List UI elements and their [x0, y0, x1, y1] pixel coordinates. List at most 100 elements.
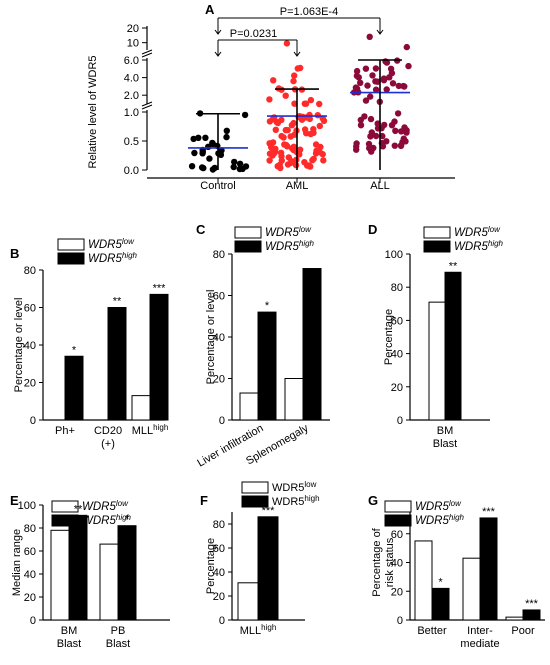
- panel-a-point: [400, 82, 407, 90]
- y-tick-label: 80: [24, 523, 36, 535]
- panel-a-point: [381, 121, 388, 129]
- y-tick-label: 40: [213, 567, 225, 579]
- legend-entry-name: WDR5: [415, 501, 449, 513]
- bar: [302, 268, 322, 421]
- panel-a-series-all: [350, 33, 412, 155]
- panel-a-point: [382, 58, 389, 65]
- y-tick-label: 100: [18, 500, 36, 512]
- bar: [444, 271, 462, 421]
- legend-entry: WDR5low: [415, 499, 462, 513]
- panel-a-point: [383, 86, 390, 93]
- legend-entry: WDR5low: [272, 480, 317, 494]
- significance-marker: ***: [525, 598, 539, 610]
- panel-a-point: [380, 77, 388, 84]
- panel-a-point: [357, 122, 365, 129]
- panel-a-point: [266, 157, 273, 164]
- legend-entry: WDR5high: [415, 513, 465, 527]
- y-tick-label: 60: [213, 543, 225, 555]
- panel-a-point: [353, 140, 360, 147]
- panel-a-ytick-label: 1.0: [124, 107, 139, 119]
- panel-a-point: [278, 153, 285, 160]
- x-tick-label-text: Ph+: [55, 425, 75, 437]
- x-tick-label-text: Better: [417, 625, 447, 637]
- y-tick-label: 20: [391, 586, 403, 598]
- panel-d: D020406080100PercentageWDR5lowWDR5high**…: [368, 222, 504, 450]
- legend-entry-name: WDR5: [272, 496, 304, 508]
- panel-a-comparison-label: P=0.0231: [230, 28, 277, 40]
- x-tick-label: BM: [437, 425, 454, 437]
- legend-entry: WDR5high: [265, 239, 315, 253]
- x-tick-label-text: MLL: [240, 625, 261, 637]
- panel-a-point: [271, 148, 279, 155]
- legend-entry-name: WDR5: [454, 241, 488, 253]
- panel-f-label: F: [200, 493, 208, 508]
- panel-a-comparison-arrow: [214, 18, 222, 35]
- panel-a-ytick-label: 20: [127, 23, 139, 35]
- legend-swatch: [384, 500, 412, 513]
- panel-a-point: [303, 130, 310, 137]
- x-tick-sublabel: Blast: [106, 638, 130, 650]
- panel-a-point: [369, 72, 376, 79]
- legend-entry: WDR5high: [82, 513, 132, 527]
- bar: [479, 517, 498, 621]
- panel-a-point: [301, 159, 308, 166]
- legend-entry-sup: high: [304, 494, 319, 503]
- y-tick-label: 60: [24, 546, 36, 558]
- x-tick-label-text: BM: [61, 625, 78, 637]
- legend-swatch: [57, 252, 85, 265]
- panel-a-point: [236, 160, 244, 167]
- legend-swatch: [241, 495, 269, 508]
- panel-a-series-aml: [266, 40, 328, 172]
- x-tick-sublabel: (+): [101, 438, 115, 450]
- bar: [414, 540, 433, 621]
- panel-a-comparison-arrow: [376, 18, 384, 35]
- legend-entry-sup: low: [488, 225, 501, 234]
- panel-a-point: [277, 164, 284, 172]
- panel-a-point: [362, 65, 370, 72]
- panel-a-point: [317, 143, 324, 151]
- panel-a-point: [202, 134, 209, 141]
- x-tick-sublabel: Blast: [433, 438, 457, 450]
- x-tick-label: Inter-: [467, 625, 493, 637]
- x-tick-label-text: Inter-: [467, 625, 493, 637]
- panel-a-point: [307, 96, 315, 104]
- x-tick-label-sup: high: [153, 423, 168, 432]
- panel-a-point: [361, 113, 368, 120]
- panel-a-point: [302, 100, 310, 107]
- significance-marker: **: [449, 260, 458, 272]
- bar: [149, 293, 169, 421]
- panel-a-ytick-label: 4.0: [124, 73, 139, 85]
- significance-marker: ***: [262, 505, 276, 517]
- panel-a: A Relative level of WDR5 0.0 0.5 1.0 2.0 4.0 6.…: [87, 2, 455, 192]
- panel-b-label: B: [10, 246, 19, 261]
- panel-f: F020406080PercentageWDR5lowWDR5high***ML…: [200, 480, 320, 637]
- panel-a-point: [387, 65, 395, 73]
- significance-marker: *: [438, 576, 443, 588]
- panel-a-comparison-arrow: [214, 40, 222, 57]
- y-tick-label: 60: [213, 291, 225, 303]
- y-axis-label: Percentage: [383, 309, 395, 365]
- x-tick-label-text: MLL: [132, 425, 153, 437]
- legend-entry: WDR5low: [82, 499, 129, 513]
- bar: [522, 609, 541, 621]
- panel-a-point: [209, 139, 216, 147]
- panel-a-point: [353, 72, 361, 80]
- panel-a-comparison-arrow: [293, 40, 301, 57]
- panel-a-series-control: [188, 110, 250, 173]
- legend-entry-sup: low: [304, 480, 316, 489]
- legend-entry-sup: low: [449, 499, 462, 508]
- bar: [68, 514, 88, 621]
- panel-a-point: [282, 126, 289, 134]
- panel-a-point: [379, 143, 387, 150]
- panel-a-point: [223, 127, 230, 134]
- panel-a-point: [394, 110, 402, 117]
- bar: [428, 301, 446, 421]
- legend-entry: WDR5high: [272, 494, 320, 508]
- y-tick-label: 80: [213, 519, 225, 531]
